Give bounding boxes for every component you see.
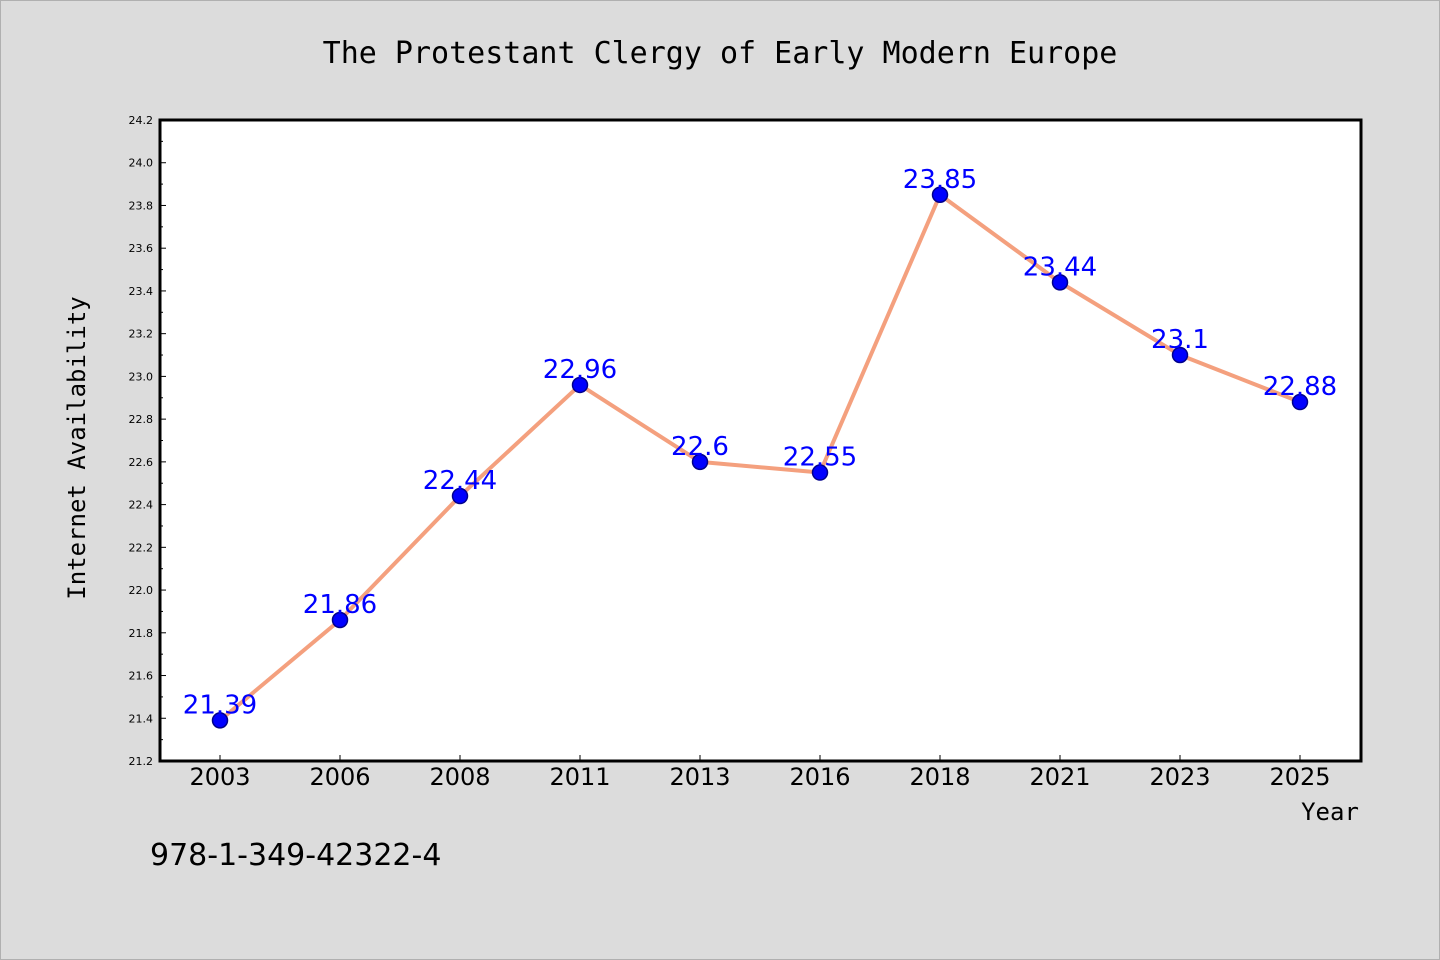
x-tick-label: 2018	[909, 763, 970, 791]
y-tick-label: 21.4	[129, 712, 154, 725]
y-tick-label: 22.0	[129, 584, 154, 597]
y-axis-ticks: 21.2 21.4 21.6 21.8 22.0 22.2 22.4 22.6 22.8 23.0…	[129, 114, 166, 768]
x-tick-label: 2021	[1029, 763, 1090, 791]
data-label: 23.1	[1151, 325, 1209, 355]
y-tick-label: 21.6	[129, 670, 154, 683]
data-point	[691, 453, 709, 471]
y-tick-label: 24.2	[129, 114, 154, 127]
data-label: 22.88	[1263, 372, 1337, 402]
plot-border	[158, 118, 1363, 763]
data-label: 22.6	[671, 432, 729, 462]
data-label: 21.86	[303, 590, 377, 620]
x-axis-label: Year	[1301, 798, 1359, 826]
footnote-isbn: 978-1-349-42322-4	[150, 838, 441, 873]
data-point	[811, 464, 829, 481]
data-label: 22.55	[783, 443, 857, 473]
x-tick-label: 2008	[429, 763, 490, 791]
series-line-path	[218, 192, 1302, 723]
plot-area	[160, 120, 1361, 761]
y-tick-label: 23.0	[129, 370, 154, 383]
x-tick-label: 2011	[549, 763, 610, 791]
data-point	[571, 376, 589, 394]
x-tick-label: 2023	[1149, 763, 1210, 791]
y-tick-label: 24.0	[129, 157, 154, 170]
data-point	[451, 487, 469, 505]
data-point	[211, 712, 229, 729]
data-point	[931, 186, 949, 204]
x-tick-label: 2025	[1269, 763, 1330, 791]
y-tick-label: 23.6	[129, 242, 154, 255]
series-line	[218, 192, 1302, 723]
series-markers	[211, 186, 1309, 729]
data-point	[1171, 346, 1189, 364]
y-tick-label: 23.8	[129, 199, 154, 212]
data-point	[1291, 393, 1309, 411]
data-label: 22.96	[543, 355, 617, 385]
data-label: 21.39	[183, 690, 257, 720]
y-axis-label: Internet Availability	[63, 296, 91, 599]
data-label: 23.85	[903, 165, 977, 195]
y-tick-label: 23.4	[129, 285, 154, 298]
x-tick-label: 2013	[669, 763, 730, 791]
y-tick-label: 21.2	[129, 755, 154, 768]
y-tick-label: 22.6	[129, 456, 154, 469]
x-tick-label: 2016	[789, 763, 850, 791]
data-point	[331, 611, 349, 629]
y-tick-label: 23.2	[129, 328, 154, 341]
y-tick-label: 22.8	[129, 413, 154, 426]
y-tick-label: 22.4	[129, 499, 154, 512]
x-tick-label: 2003	[189, 763, 250, 791]
x-tick-label: 2006	[309, 763, 370, 791]
data-label: 23.44	[1023, 252, 1097, 282]
data-label: 22.44	[423, 466, 497, 496]
chart-title: The Protestant Clergy of Early Modern Eu…	[323, 36, 1118, 71]
data-labels: 21.39 21.86 22.44 22.96 22.6 22.55 23.85 23.44 2…	[183, 165, 1337, 721]
y-tick-label: 21.8	[129, 627, 154, 640]
y-tick-label: 22.2	[129, 541, 154, 554]
x-axis-ticks: 2003 2006 2008 2011 2013 2016 2018 2021 2023 2025	[189, 755, 1331, 791]
data-point	[1051, 274, 1069, 291]
